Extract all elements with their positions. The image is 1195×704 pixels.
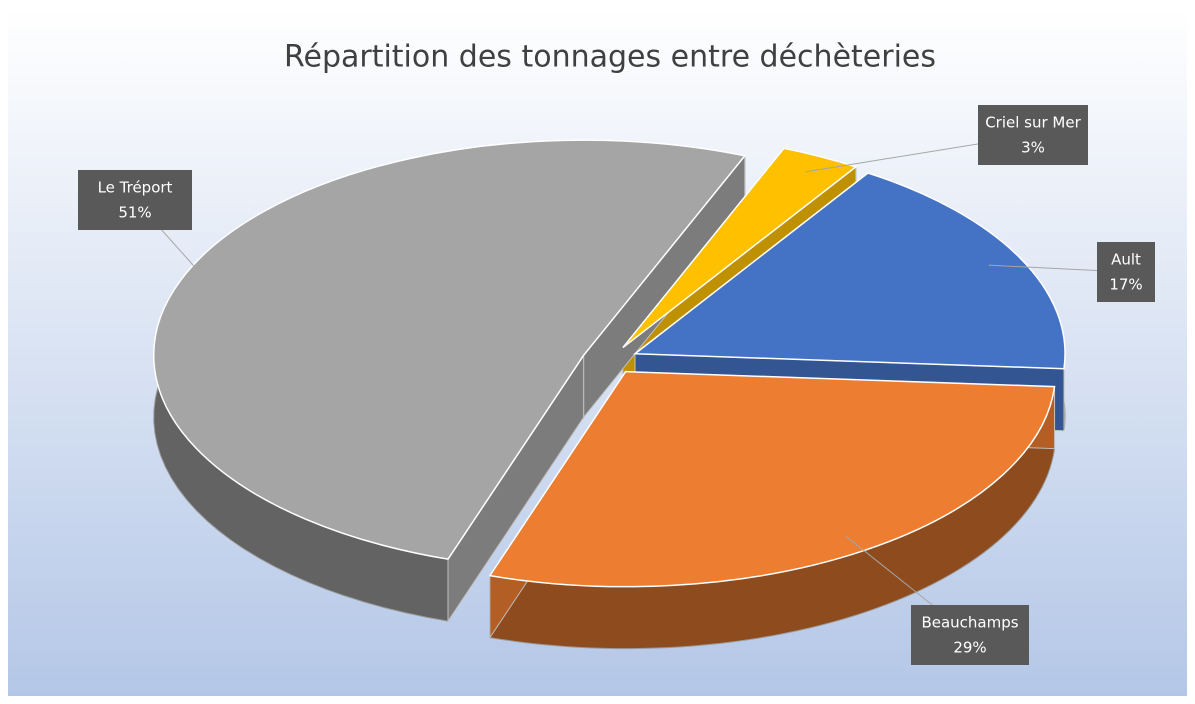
data-label-category: Criel sur Mer (985, 114, 1081, 132)
data-label-box (978, 105, 1088, 165)
slice (152, 139, 747, 560)
data-label-value: 51% (118, 204, 151, 222)
data-label-box (1097, 242, 1155, 302)
data-label-box (78, 170, 192, 230)
data-label-value: 29% (953, 639, 986, 657)
slice (632, 172, 1066, 370)
chart-title: Répartition des tonnages entre déchèteri… (284, 40, 936, 75)
data-label-category: Beauchamps (921, 614, 1018, 632)
data-label-category: Le Tréport (98, 179, 173, 197)
slice (488, 370, 1056, 588)
data-label-box (911, 605, 1029, 665)
data-label-category: Ault (1111, 251, 1141, 269)
data-label-value: 3% (1021, 139, 1045, 157)
data-label-value: 17% (1109, 276, 1142, 294)
slice (622, 147, 858, 349)
